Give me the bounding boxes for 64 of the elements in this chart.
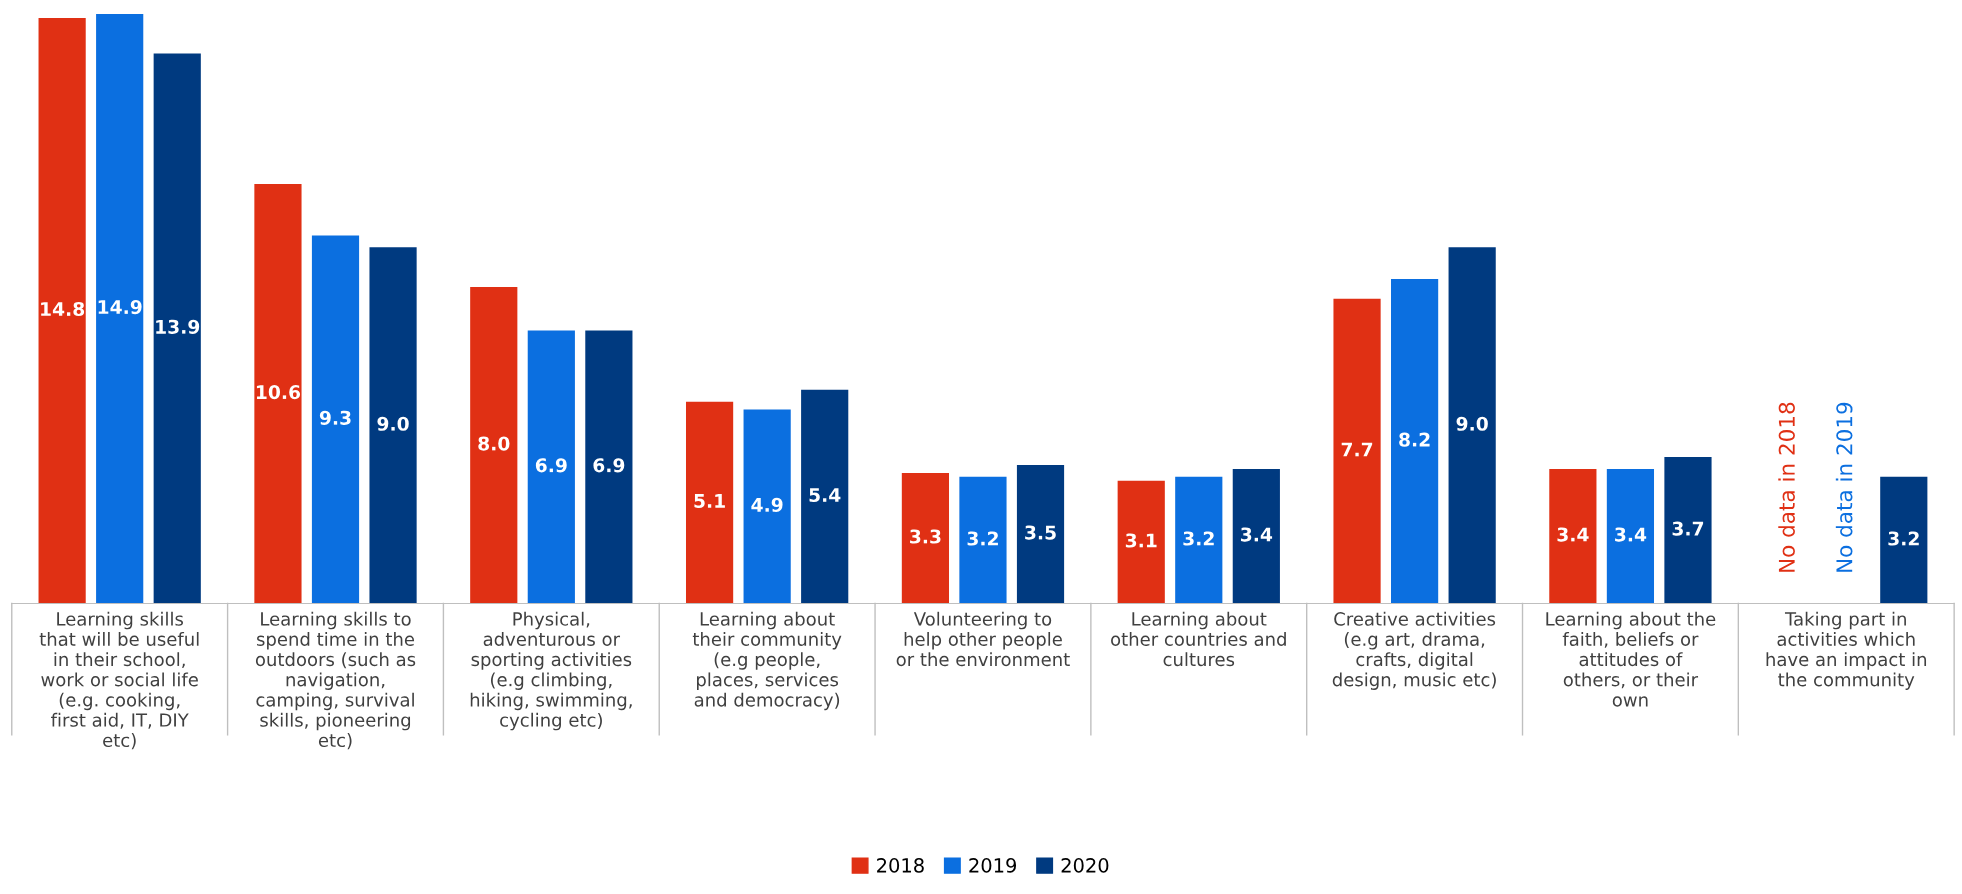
data-label: 5.4 [809, 488, 841, 503]
data-label: 14.8 [41, 301, 85, 317]
annotation: No data in 2019 [1835, 402, 1853, 572]
data-label: 3.2 [1888, 531, 1919, 546]
x-tick-label: Volunteering to help other people or the environment [896, 611, 1070, 667]
x-tick-label: Taking part in activities which have an impact in the community [1766, 611, 1927, 690]
data-label: 9.3 [319, 410, 351, 425]
bar [153, 53, 201, 604]
bar [38, 17, 86, 604]
data-label: 3.4 [1615, 527, 1647, 542]
legend-label: 2020 [1061, 858, 1109, 873]
data-label: 3.4 [1557, 527, 1589, 542]
legend-label: 2018 [877, 858, 924, 873]
annotation: No data in 2018 [1778, 402, 1795, 572]
data-label: 6.9 [535, 458, 567, 473]
data-label: 13.9 [156, 319, 200, 334]
bar [685, 401, 734, 604]
data-label: 3.2 [967, 531, 998, 546]
data-label: 8.2 [1399, 432, 1430, 447]
bar [254, 184, 302, 604]
bar [585, 330, 633, 604]
data-label: 9.0 [1456, 416, 1488, 431]
bar [1016, 464, 1065, 604]
x-tick-label: Learning about other countries and cultures [1111, 611, 1286, 667]
data-label: 6.9 [593, 458, 625, 473]
data-label: 10.6 [256, 385, 301, 400]
bar [369, 247, 417, 604]
bar [1232, 468, 1280, 604]
bar [311, 235, 360, 604]
data-label: 3.1 [1125, 533, 1157, 548]
data-label: 5.1 [694, 494, 725, 508]
bar [743, 409, 791, 604]
bar [527, 330, 575, 604]
bar [1391, 279, 1439, 604]
data-label: 9.0 [377, 416, 409, 431]
legend-label: 2019 [969, 858, 1017, 873]
bar [470, 286, 518, 604]
data-label: 3.5 [1025, 525, 1056, 540]
data-label: 3.2 [1183, 531, 1214, 546]
x-tick-label: Learning skills to spend time in the outdoors (such as navigation, camping, survival skills, pioneering etc) [255, 611, 416, 750]
data-label: 3.3 [910, 529, 941, 544]
bar [1664, 457, 1712, 604]
bar [1549, 468, 1597, 604]
bar [1175, 476, 1223, 604]
bar [1117, 480, 1165, 604]
bar [1606, 468, 1655, 604]
data-label: 14.9 [98, 299, 142, 315]
data-label: 3.4 [1240, 527, 1273, 542]
data-label: 3.7 [1672, 521, 1704, 536]
data-label: 4.9 [751, 497, 783, 512]
bar [1880, 476, 1928, 604]
bar [96, 13, 144, 604]
data-label: 7.7 [1341, 442, 1373, 457]
x-tick-label: Physical, adventurous or sporting activities (e.g climbing, hiking, swimming, cycling etc) [470, 611, 632, 731]
bar [959, 476, 1007, 604]
bar [1448, 247, 1496, 604]
bar [901, 472, 950, 604]
x-tick-label: Learning about their community (e.g people, places, services and democracy) [692, 611, 842, 711]
x-tick-label: Creative activities (e.g art, drama, crafts, digital design, music etc) [1332, 611, 1496, 690]
data-label: 8.0 [478, 436, 510, 451]
x-tick-label: Learning about the faith, beliefs or attitudes of others, or their own [1546, 611, 1716, 707]
bar [801, 389, 849, 604]
x-tick-label: Learning skills that will be useful in their school, work or social life (e.g. cooking, first aid, IT, DIY etc) [39, 611, 199, 750]
bar [1333, 298, 1381, 604]
